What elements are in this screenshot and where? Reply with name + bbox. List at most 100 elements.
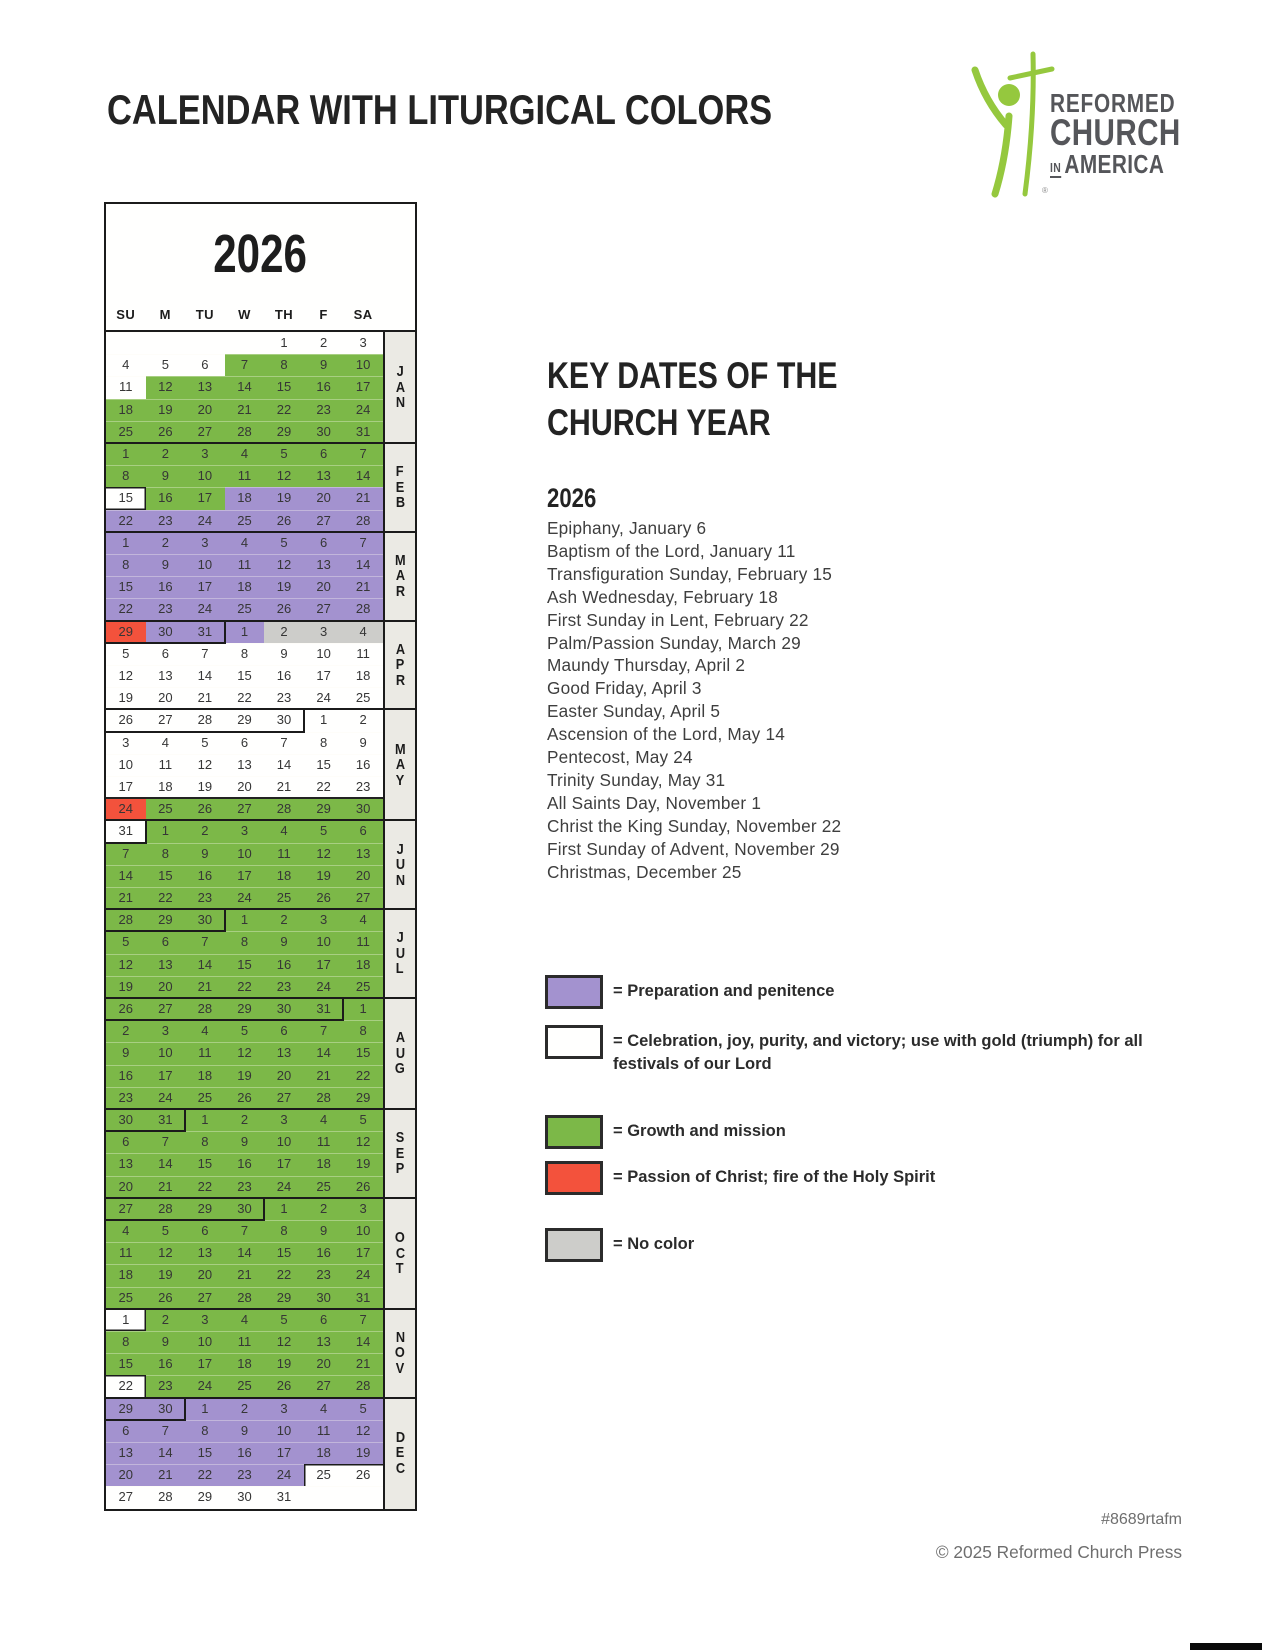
calendar-day-cell: 22 xyxy=(343,1064,383,1087)
calendar-day-cell: 18 xyxy=(224,576,265,599)
calendar-day-cell: 19 xyxy=(106,975,146,998)
calendar-day-cell: 11 xyxy=(264,842,304,865)
calendar-day-cell: 24 xyxy=(303,975,344,998)
day-header-th: TH xyxy=(274,307,294,322)
calendar-day-cell: 30 xyxy=(264,709,304,732)
key-date-item: First Sunday of Advent, November 29 xyxy=(547,838,840,859)
logo-wordmark: REFORMED CHURCH IN AMERICA xyxy=(1050,90,1181,178)
legend-item-gray: = No color xyxy=(545,1228,694,1262)
calendar-day-cell: 21 xyxy=(106,887,146,910)
calendar-week-row: 15 16 17 18 19 20 21 xyxy=(106,1353,383,1376)
calendar-week-row: 11 12 13 14 15 16 17 xyxy=(106,376,383,399)
calendar-week-row: 5 6 7 8 9 10 11 xyxy=(106,642,383,665)
calendar-day-cell: 24 xyxy=(185,1375,225,1398)
calendar-day-cell: 16 xyxy=(303,1242,344,1265)
calendar-day-cell: 14 xyxy=(224,376,265,399)
calendar-week-row: 26 27 28 29 30 31 1 xyxy=(106,998,383,1021)
calendar-day-cell: 12 xyxy=(106,665,146,688)
calendar-day-cell: 13 xyxy=(106,1153,146,1176)
calendar-day-cell: 26 xyxy=(343,1175,383,1198)
calendar-day-cell: 8 xyxy=(224,642,265,665)
legend-swatch-red xyxy=(545,1161,603,1195)
calendar-day-cell: 6 xyxy=(303,443,344,466)
calendar-day-cell: 12 xyxy=(145,1242,186,1265)
calendar-day-cell: 17 xyxy=(303,665,344,688)
calendar-day-cell: 19 xyxy=(106,687,146,710)
calendar-day-cell: 16 xyxy=(224,1442,265,1465)
calendar-week-row: 4 5 6 7 8 9 10 xyxy=(106,1220,383,1243)
calendar-day-cell: 15 xyxy=(343,1042,383,1065)
calendar-day-cell: 3 xyxy=(185,1308,225,1331)
calendar-day-cell: 14 xyxy=(303,1042,344,1065)
calendar-day-cell xyxy=(303,1486,344,1509)
logo-word-in: IN xyxy=(1050,160,1062,178)
calendar-day-cell: 31 xyxy=(185,620,225,643)
logo-figure-icon xyxy=(971,51,1055,198)
calendar-day-cell: 2 xyxy=(264,620,304,643)
calendar-day-cell: 23 xyxy=(264,687,304,710)
calendar-day-cell: 13 xyxy=(185,1242,225,1265)
calendar-day-cell: 25 xyxy=(343,975,383,998)
calendar-day-cell: 9 xyxy=(106,1042,146,1065)
calendar-day-cell: 2 xyxy=(145,531,186,554)
calendar-day-cell: 24 xyxy=(106,798,146,821)
calendar-day-cell: 8 xyxy=(185,1419,225,1442)
calendar-day-cell: 15 xyxy=(106,487,146,510)
calendar-day-cell: 25 xyxy=(106,420,146,443)
calendar-day-cell: 31 xyxy=(145,1109,186,1132)
calendar-day-cell: 2 xyxy=(185,820,225,843)
calendar-day-cell: 1 xyxy=(185,1109,225,1132)
calendar-day-cell xyxy=(185,332,225,355)
calendar-day-cell: 23 xyxy=(145,1375,186,1398)
key-date-item: Good Friday, April 3 xyxy=(547,678,702,699)
day-header-f: F xyxy=(319,307,328,322)
month-boundary-line xyxy=(106,819,415,822)
calendar-day-cell: 1 xyxy=(106,531,146,554)
calendar-day-cell: 25 xyxy=(106,1286,146,1309)
calendar-day-cell: 28 xyxy=(343,598,383,621)
calendar-day-cell: 19 xyxy=(145,1264,186,1287)
month-boundary-line xyxy=(223,620,226,644)
calendar-day-cell: 24 xyxy=(343,398,383,421)
calendar-day-cell: 3 xyxy=(185,531,225,554)
calendar-day-cell: 13 xyxy=(145,665,186,688)
calendar-day-cell: 15 xyxy=(224,665,265,688)
calendar-day-cell: 6 xyxy=(106,1131,146,1154)
calendar-day-cell xyxy=(106,332,146,355)
calendar-day-cell: 11 xyxy=(303,1419,344,1442)
calendar-day-cell: 15 xyxy=(145,864,186,887)
month-boundary-line xyxy=(106,930,226,933)
calendar-day-cell: 1 xyxy=(343,998,383,1021)
calendar-day-cell: 10 xyxy=(343,1220,383,1243)
key-date-item: Transfiguration Sunday, February 15 xyxy=(547,563,833,584)
legend-swatch-green xyxy=(545,1115,603,1149)
calendar-day-cell: 17 xyxy=(185,487,225,510)
calendar-day-cell: 11 xyxy=(343,642,383,665)
calendar-day-cell: 5 xyxy=(264,1308,304,1331)
calendar-day-cell: 26 xyxy=(343,1464,383,1487)
calendar-day-cell: 5 xyxy=(264,531,304,554)
calendar-day-cell: 7 xyxy=(264,731,304,754)
calendar-week-row: 15 16 17 18 19 20 21 xyxy=(106,576,383,599)
calendar-day-cell: 14 xyxy=(106,864,146,887)
key-date-item: Trinity Sunday, May 31 xyxy=(547,769,726,790)
calendar-day-cell: 28 xyxy=(185,998,225,1021)
calendar-day-cell: 4 xyxy=(106,1220,146,1243)
calendar-day-cell: 11 xyxy=(106,376,146,399)
calendar-day-cell: 28 xyxy=(106,909,146,932)
page-title: CALENDAR WITH LITURGICAL COLORS xyxy=(107,86,918,134)
calendar-day-cell: 7 xyxy=(343,1308,383,1331)
calendar-day-cell: 13 xyxy=(145,953,186,976)
calendar-day-cell: 27 xyxy=(145,709,186,732)
calendar-day-cell: 26 xyxy=(106,709,146,732)
key-date-item: Epiphany, January 6 xyxy=(547,518,707,538)
key-dates-list: Epiphany, January 6 Baptism of the Lord, … xyxy=(547,517,841,884)
calendar-day-cell: 9 xyxy=(224,1419,265,1442)
calendar-day-cell: 1 xyxy=(106,1308,146,1331)
calendar-day-cell: 23 xyxy=(185,887,225,910)
calendar-week-row: 13 14 15 16 17 18 19 xyxy=(106,1153,383,1176)
calendar-day-cell: 11 xyxy=(106,1242,146,1265)
calendar-day-cell: 14 xyxy=(264,753,304,776)
